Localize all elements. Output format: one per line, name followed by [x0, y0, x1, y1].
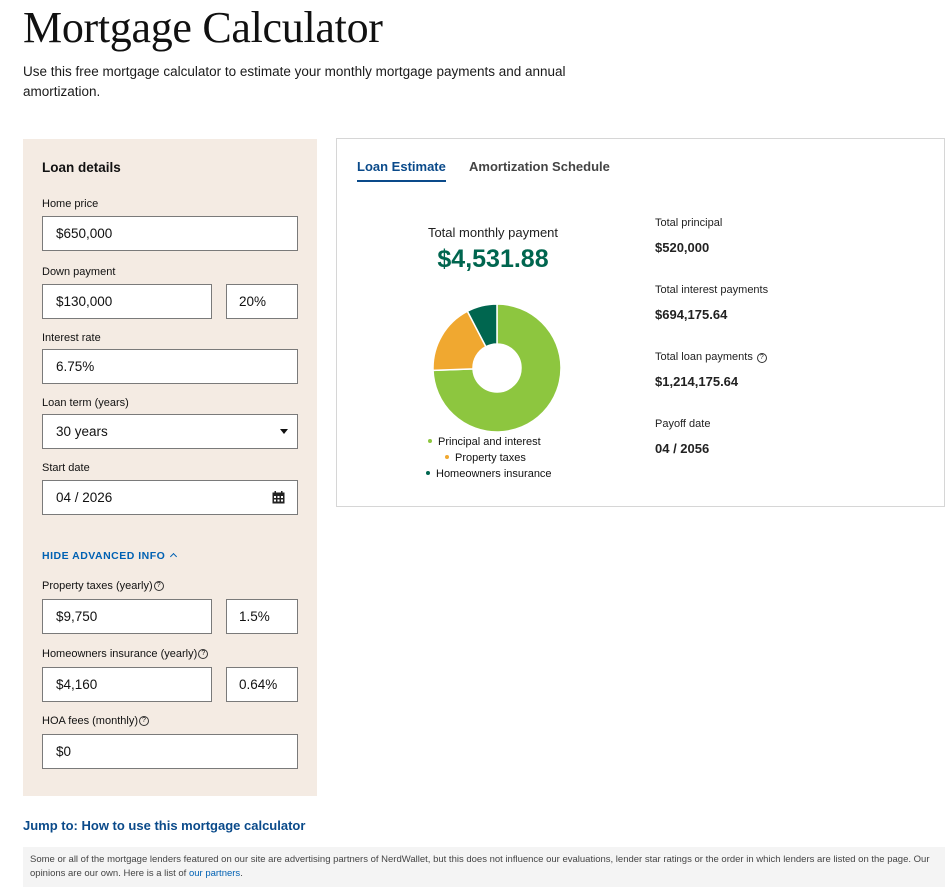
slice-homeowners-insurance[interactable] — [466, 304, 498, 348]
legend-homeowners-insurance: Homeowners insurance — [426, 468, 552, 480]
insurance-percent-input[interactable]: 0.64% — [226, 667, 298, 702]
total-interest-label: Total interest payments — [655, 284, 769, 296]
help-icon[interactable]: ? — [756, 353, 767, 363]
interest-rate-label: Interest rate — [42, 332, 101, 344]
loan-term-label: Loan term (years) — [42, 397, 129, 409]
monthly-payment-value: $4,531.88 — [437, 245, 549, 273]
hide-advanced-info-toggle[interactable]: HIDE ADVANCED INFO — [42, 550, 178, 562]
down-payment-percent-input[interactable]: 20% — [226, 284, 298, 319]
loan-details-panel: Loan details Home price $650,000 Down pa… — [23, 139, 317, 796]
payment-breakdown-donut — [433, 304, 561, 432]
loan-term-select[interactable]: 30 years — [42, 414, 298, 449]
legend-principal: Principal and interest — [428, 436, 541, 448]
property-taxes-percent-input[interactable]: 1.5% — [226, 599, 298, 634]
chevron-up-icon — [170, 552, 178, 561]
start-date-label: Start date — [42, 462, 90, 474]
payoff-date-label: Payoff date — [655, 418, 711, 430]
page-title: Mortgage Calculator — [23, 3, 383, 52]
slice-principal-interest[interactable] — [433, 304, 561, 432]
total-loan-payments-value: $1,214,175.64 — [655, 374, 739, 389]
legend-dot-icon — [428, 439, 432, 443]
down-payment-label: Down payment — [42, 266, 116, 278]
insurance-label: Homeowners insurance (yearly)? — [42, 648, 209, 660]
down-payment-input[interactable]: $130,000 — [42, 284, 212, 319]
insurance-input[interactable]: $4,160 — [42, 667, 212, 702]
jump-to-link[interactable]: Jump to: How to use this mortgage calcul… — [23, 818, 306, 833]
help-icon[interactable]: ? — [198, 649, 209, 659]
total-interest-value: $694,175.64 — [655, 307, 728, 322]
home-price-label: Home price — [42, 198, 99, 210]
tab-loan-estimate[interactable]: Loan Estimate — [357, 159, 446, 182]
help-icon[interactable]: ? — [138, 716, 149, 726]
legend-property-taxes: Property taxes — [445, 452, 526, 464]
tab-amortization-schedule[interactable]: Amortization Schedule — [469, 159, 610, 174]
hoa-fees-input[interactable]: $0 — [42, 734, 298, 769]
home-price-input[interactable]: $650,000 — [42, 216, 298, 251]
our-partners-link[interactable]: our partners — [188, 868, 241, 879]
total-principal-value: $520,000 — [655, 240, 710, 255]
loan-term-value: 30 years — [56, 424, 108, 439]
legend-dot-icon — [426, 471, 430, 475]
payoff-date-value: 04 / 2056 — [655, 441, 710, 456]
total-loan-payments-label: Total loan payments? — [655, 351, 767, 363]
property-taxes-label: Property taxes (yearly)? — [42, 580, 164, 592]
legend-dot-icon — [445, 455, 449, 459]
page-intro: Use this free mortgage calculator to est… — [23, 64, 566, 99]
start-date-value: 04 / 2026 — [56, 490, 113, 505]
advanced-toggle-label: HIDE ADVANCED INFO — [42, 550, 166, 562]
total-principal-label: Total principal — [655, 217, 723, 229]
property-taxes-input[interactable]: $9,750 — [42, 599, 212, 634]
calendar-icon[interactable] — [272, 491, 285, 504]
interest-rate-input[interactable]: 6.75% — [42, 349, 298, 384]
monthly-payment-label: Total monthly payment — [427, 225, 559, 240]
start-date-input[interactable]: 04 / 2026 — [42, 480, 298, 515]
caret-down-icon — [280, 429, 288, 434]
hoa-fees-label: HOA fees (monthly)? — [42, 715, 149, 727]
advertiser-disclaimer: Some or all of the mortgage lenders feat… — [23, 847, 945, 887]
loan-estimate-card: Loan Estimate Amortization Schedule Tota… — [336, 138, 945, 507]
loan-details-heading: Loan details — [42, 160, 121, 175]
help-icon[interactable]: ? — [153, 581, 164, 591]
